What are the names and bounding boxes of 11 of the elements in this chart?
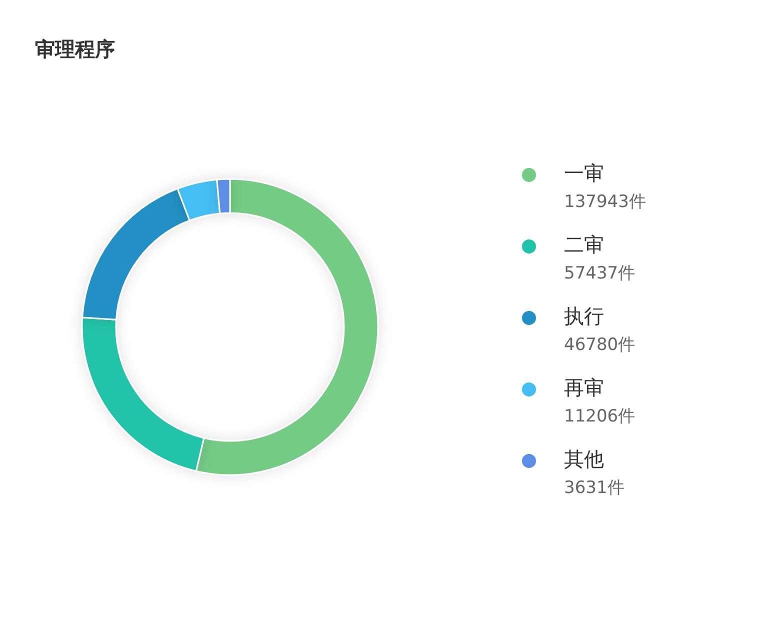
legend-label: 二审	[564, 232, 604, 256]
chart-title: 审理程序	[35, 37, 115, 61]
data-label: 57437件	[564, 264, 636, 284]
data-label: 3631件	[564, 478, 624, 498]
data-label: 46780件	[564, 335, 636, 355]
data-label: 137943件	[564, 192, 646, 212]
legend-label: 再审	[564, 376, 604, 400]
legend-label: 一审	[564, 161, 604, 185]
data-label: 11206件	[564, 406, 636, 426]
legend-label: 其他	[564, 447, 604, 471]
legend-label: 执行	[564, 304, 604, 328]
